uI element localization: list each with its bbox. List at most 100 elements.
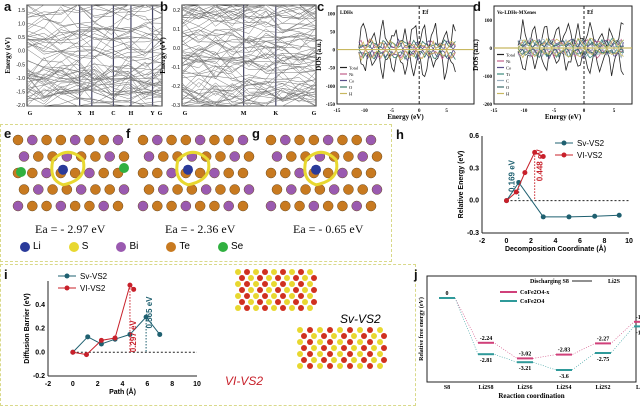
atom [166, 134, 177, 146]
legend-label: Bi [129, 241, 139, 252]
atom [381, 345, 387, 351]
panel-label-f: f [126, 126, 131, 141]
energy-value-label: -2.75 [597, 357, 610, 363]
x-tick-label: Y [150, 111, 155, 117]
band-line [181, 79, 317, 104]
polysulfide-chain [50, 150, 86, 187]
se-atom [16, 167, 26, 177]
band-line [181, 4, 317, 19]
band-line [26, 84, 163, 105]
atom [337, 200, 348, 212]
atom [311, 275, 317, 281]
x-tick-label: G [28, 111, 33, 117]
legend-label: O [349, 85, 353, 90]
dos-curve [358, 38, 456, 51]
atom [337, 363, 343, 369]
atom [298, 305, 304, 311]
atom [327, 339, 333, 345]
band-line [26, 56, 163, 81]
legend-label: Te [179, 241, 190, 252]
data-point [98, 341, 104, 347]
atom [239, 299, 245, 305]
atom [307, 363, 313, 369]
y-axis-label: DOS (a.u.) [315, 38, 323, 70]
panel-label-e: e [4, 126, 12, 141]
legend-marker [64, 273, 70, 279]
band-line [181, 27, 317, 51]
atom [33, 184, 44, 195]
atom [298, 281, 304, 287]
atom [257, 275, 263, 281]
band-line [26, 23, 163, 40]
atom [280, 200, 291, 212]
y-tick-label: 0.2 [35, 326, 45, 333]
atom [351, 333, 357, 339]
legend-label: CoFe2O4 [520, 299, 544, 305]
atom [137, 167, 149, 179]
legend-label: Total [349, 66, 359, 71]
atom [307, 293, 313, 299]
y-tick-label: -0.2 [171, 84, 180, 90]
band-line [181, 4, 317, 27]
atom [275, 287, 281, 293]
band-line [27, 98, 163, 107]
atom [33, 151, 44, 162]
atom [367, 339, 373, 345]
band-line [26, 41, 163, 62]
barrier-annotation: 0.297 eV [129, 320, 138, 353]
atom [311, 299, 317, 305]
x-tick-label: -15 [334, 109, 341, 114]
atom [84, 167, 95, 179]
data-point [112, 335, 118, 341]
atom [298, 269, 304, 275]
y-axis-label: Relative free energy (eV) [418, 297, 425, 361]
atom [239, 287, 245, 293]
atom [55, 134, 67, 146]
atom [337, 134, 348, 146]
y-axis-label: Diffusion Barrier (eV) [24, 293, 31, 363]
atom [302, 299, 308, 305]
atom [351, 167, 362, 179]
x-tick-label: -2 [479, 238, 485, 245]
atom [143, 151, 155, 162]
band-line [26, 4, 162, 18]
atom [271, 269, 277, 275]
atom [266, 299, 272, 305]
x-tick-label: -2 [45, 381, 51, 388]
data-point [98, 337, 104, 343]
y-axis-label: DOS (a.u.) [472, 38, 480, 70]
atom [301, 333, 307, 339]
band-line [26, 31, 163, 50]
header-end-label: Li2S [608, 279, 621, 285]
atom [300, 184, 311, 195]
legend-label: H [506, 92, 510, 97]
atom [41, 134, 52, 146]
band-line [181, 22, 317, 39]
x-tick-label: -5 [390, 109, 395, 114]
atom [253, 305, 259, 311]
atom [367, 351, 373, 357]
atom [351, 200, 362, 212]
data-point [540, 214, 546, 220]
atom [271, 293, 277, 299]
band-line [26, 88, 163, 107]
atom [377, 363, 383, 369]
x-tick-label: X [77, 111, 82, 117]
band-line [181, 88, 317, 101]
legend-marker [64, 285, 70, 291]
y-tick-label: 0.3 [469, 165, 479, 172]
dos-curve [517, 37, 624, 49]
atom [347, 363, 353, 369]
atom [243, 184, 255, 195]
legend-label: Ni [506, 59, 511, 64]
se-atom-icon [217, 241, 228, 252]
band-line [181, 4, 317, 18]
band-line [26, 81, 163, 98]
atom [209, 134, 220, 146]
dos-curve [517, 46, 624, 58]
dos-curve [358, 48, 456, 62]
atom [194, 134, 206, 146]
atom [297, 351, 303, 357]
atom [239, 275, 245, 281]
